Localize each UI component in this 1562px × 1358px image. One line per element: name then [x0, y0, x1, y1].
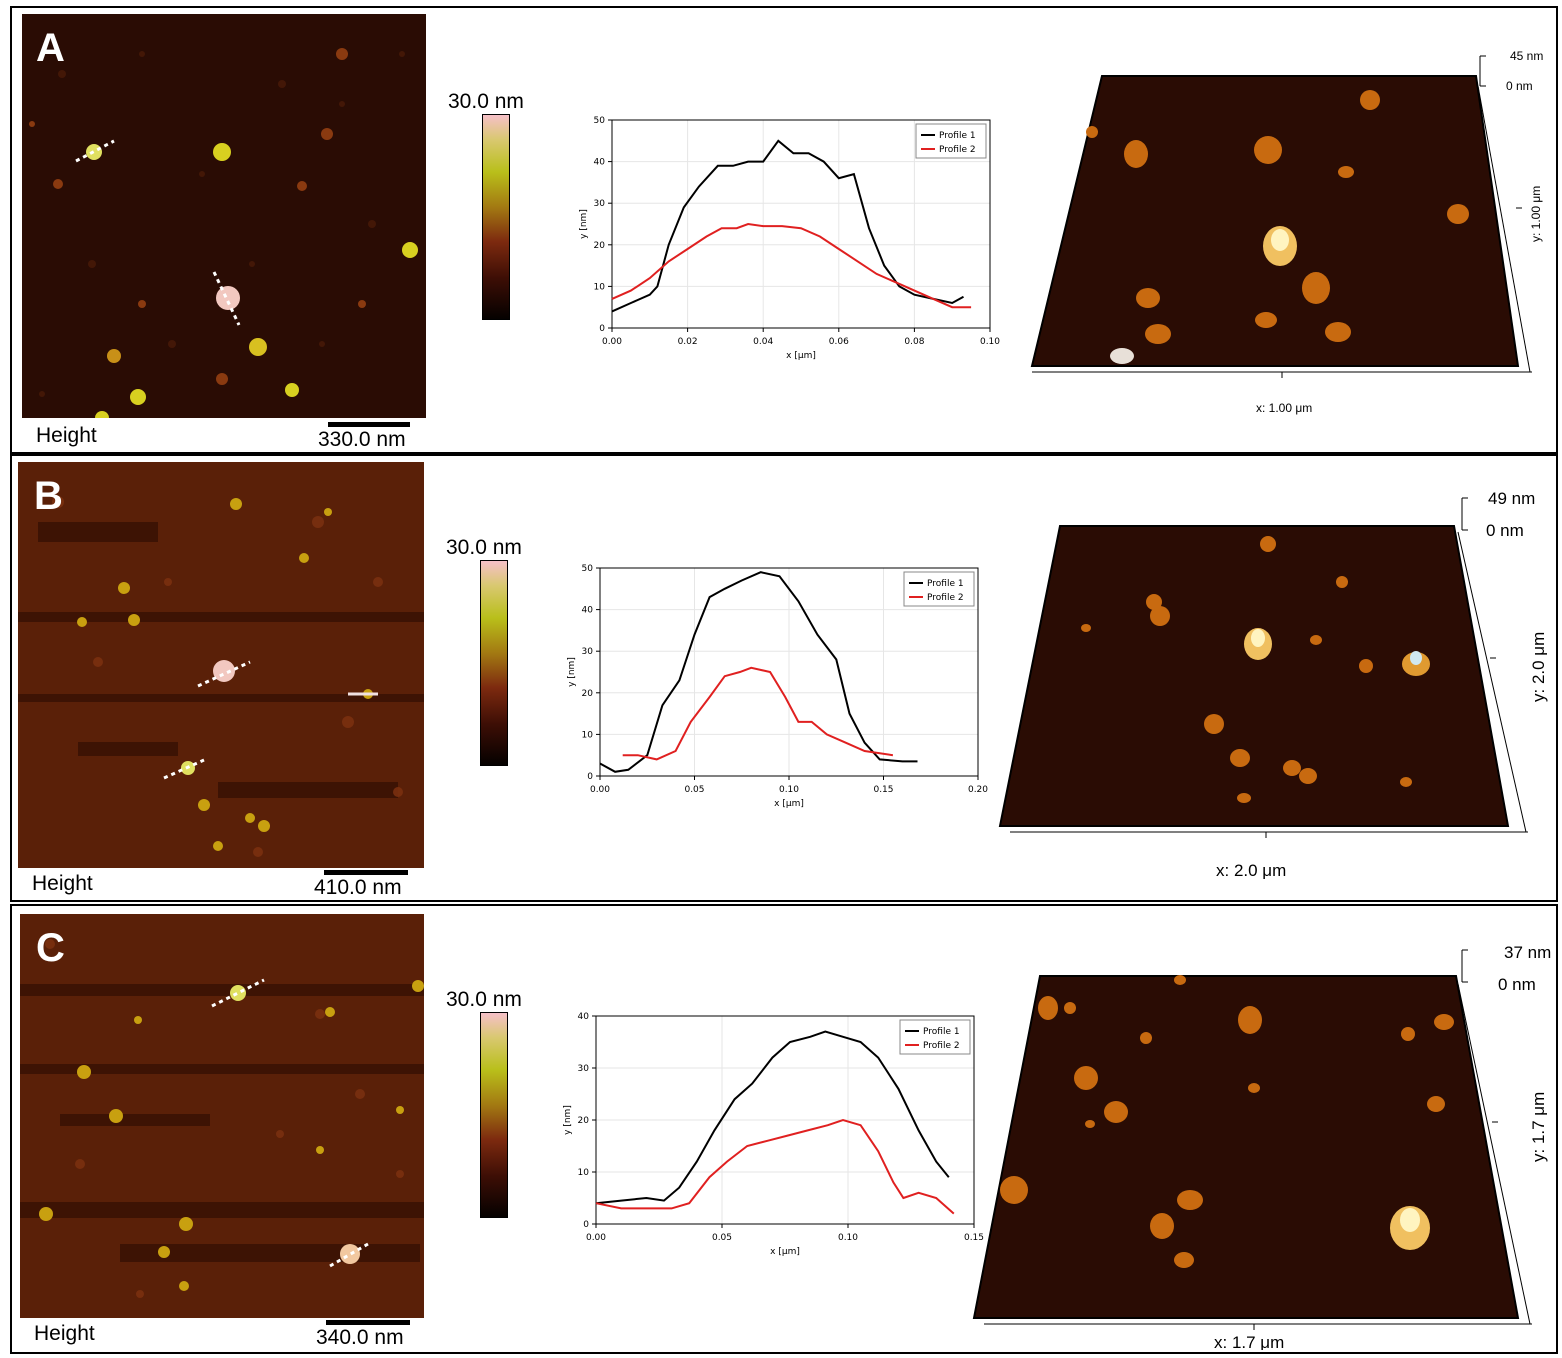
z-max-label: 37 nm: [1504, 943, 1551, 962]
z-min-label: 0 nm: [1486, 521, 1524, 540]
surface-y-label: y: 1.7 μm: [1529, 1092, 1548, 1162]
x-tick-label: 0.04: [753, 337, 773, 347]
legend-label: Profile 2: [939, 145, 976, 155]
panel-letter: C: [36, 926, 65, 970]
y-tick-label: 40: [594, 158, 606, 168]
y-tick-label: 30: [594, 199, 606, 209]
figure-panel-a: A Height 330.0 nm 30.0 nm 0.00 0.02 0.04 0.…: [10, 6, 1558, 454]
panel-letter: A: [36, 26, 65, 70]
x-tick-label: 0.05: [712, 1233, 732, 1243]
z-min-label: 0 nm: [1506, 79, 1533, 93]
x-tick-label: 0.06: [829, 337, 849, 347]
colorbar-label: 30.0 nm: [448, 90, 524, 113]
y-axis-label: y [nm]: [567, 657, 577, 687]
y-tick-label: 20: [582, 689, 594, 699]
plot-frame: [611, 119, 991, 329]
surface-y-label: y: 2.0 μm: [1529, 632, 1548, 702]
x-tick-label: 0.02: [678, 337, 698, 347]
surface-x-label: x: 1.00 μm: [1256, 401, 1312, 415]
x-axis-label: x [μm]: [774, 799, 804, 809]
z-max-label: 45 nm: [1510, 49, 1543, 63]
scale-bar-label: 410.0 nm: [314, 876, 402, 899]
scale-bar-label: 330.0 nm: [318, 428, 406, 451]
height-label: Height: [36, 424, 97, 447]
y-tick-label: 0: [587, 772, 593, 782]
surface-x-label: x: 1.7 μm: [1214, 1333, 1284, 1350]
afm-3d-surface: 37 nm 0 nm x: 1.7 μm y: 1.7 μm: [972, 943, 1551, 1350]
profile-chart: 0.00 0.05 0.10 0.15 0 10 20 30 40 x [μm] y [nm] Pro…: [563, 1012, 984, 1257]
x-tick-label: 0.20: [968, 785, 988, 795]
z-min-label: 0 nm: [1498, 975, 1536, 994]
legend-label: Profile 2: [923, 1041, 960, 1051]
series-line-2: [595, 1118, 955, 1215]
x-tick-label: 0.00: [602, 337, 622, 347]
x-tick-label: 0.15: [964, 1233, 984, 1243]
y-tick-label: 0: [599, 324, 605, 334]
surface-x-label: x: 2.0 μm: [1216, 861, 1286, 880]
y-tick-label: 20: [578, 1116, 590, 1126]
y-tick-label: 20: [594, 241, 606, 251]
height-colorbar: [480, 1012, 508, 1218]
series-line-1: [611, 139, 964, 313]
afm-3d-surface: 49 nm 0 nm x: 2.0 μm y: 2.0 μm: [998, 492, 1548, 880]
x-tick-label: 0.08: [904, 337, 924, 347]
scale-bar-label: 340.0 nm: [316, 1326, 404, 1349]
colorbar-label: 30.0 nm: [446, 988, 522, 1011]
scale-bar: [324, 870, 408, 875]
z-max-label: 49 nm: [1488, 492, 1535, 508]
afm-height-image: [20, 914, 424, 1318]
legend-label: Profile 1: [939, 131, 976, 141]
x-tick-label: 0.15: [873, 785, 893, 795]
y-axis-label: y [nm]: [563, 1105, 573, 1135]
figure-panel-b: B Height 410.0 nm 30.0 nm 0.00 0.05 0.10 0.…: [10, 454, 1558, 902]
figure-panel-c: C Height 340.0 nm 30.0 nm 0.00 0.05 0.10 0.…: [10, 904, 1558, 1354]
legend-label: Profile 2: [927, 593, 964, 603]
legend-box: [915, 123, 987, 159]
y-tick-label: 10: [594, 282, 606, 292]
y-tick-label: 40: [578, 1012, 590, 1022]
afm-height-image: [22, 14, 426, 418]
legend-label: Profile 1: [927, 579, 964, 589]
height-colorbar: [482, 114, 510, 320]
series-line-2: [611, 222, 972, 309]
x-axis-label: x [μm]: [770, 1247, 800, 1257]
x-tick-label: 0.00: [586, 1233, 606, 1243]
legend-label: Profile 1: [923, 1027, 960, 1037]
panel-letter: B: [34, 474, 63, 518]
y-tick-label: 50: [582, 564, 594, 574]
y-tick-label: 40: [582, 606, 594, 616]
x-tick-label: 0.00: [590, 785, 610, 795]
legend-box: [903, 571, 975, 607]
afm-height-image: [18, 462, 424, 868]
x-tick-label: 0.10: [980, 337, 1000, 347]
series-line-1: [595, 1030, 950, 1205]
height-colorbar: [480, 560, 508, 766]
y-tick-label: 30: [582, 647, 594, 657]
series-line-1: [599, 571, 918, 773]
x-axis-label: x [μm]: [786, 351, 816, 361]
y-tick-label: 30: [578, 1064, 590, 1074]
afm-3d-surface: 45 nm 0 nm x: 1.00 μm y: 1.00 μm: [1030, 49, 1543, 415]
surface-y-label: y: 1.00 μm: [1529, 186, 1543, 242]
profile-chart: 0.00 0.02 0.04 0.06 0.08 0.10 0 10 20 30 40 50 x [μm…: [579, 116, 1000, 361]
scale-bar: [328, 422, 410, 427]
x-tick-label: 0.05: [684, 785, 704, 795]
legend-box: [899, 1019, 971, 1055]
y-tick-label: 10: [578, 1168, 590, 1178]
x-tick-label: 0.10: [779, 785, 799, 795]
height-label: Height: [34, 1322, 95, 1345]
height-label: Height: [32, 872, 93, 895]
y-tick-label: 10: [582, 730, 594, 740]
y-tick-label: 50: [594, 116, 606, 126]
x-tick-label: 0.10: [838, 1233, 858, 1243]
series-line-2: [622, 666, 894, 761]
colorbar-label: 30.0 nm: [446, 536, 522, 559]
y-axis-label: y [nm]: [579, 209, 589, 239]
y-tick-label: 0: [583, 1220, 589, 1230]
profile-chart: 0.00 0.05 0.10 0.15 0.20 0 10 20 30 40 50 x [μm] y […: [567, 564, 988, 809]
scale-bar: [326, 1320, 410, 1325]
